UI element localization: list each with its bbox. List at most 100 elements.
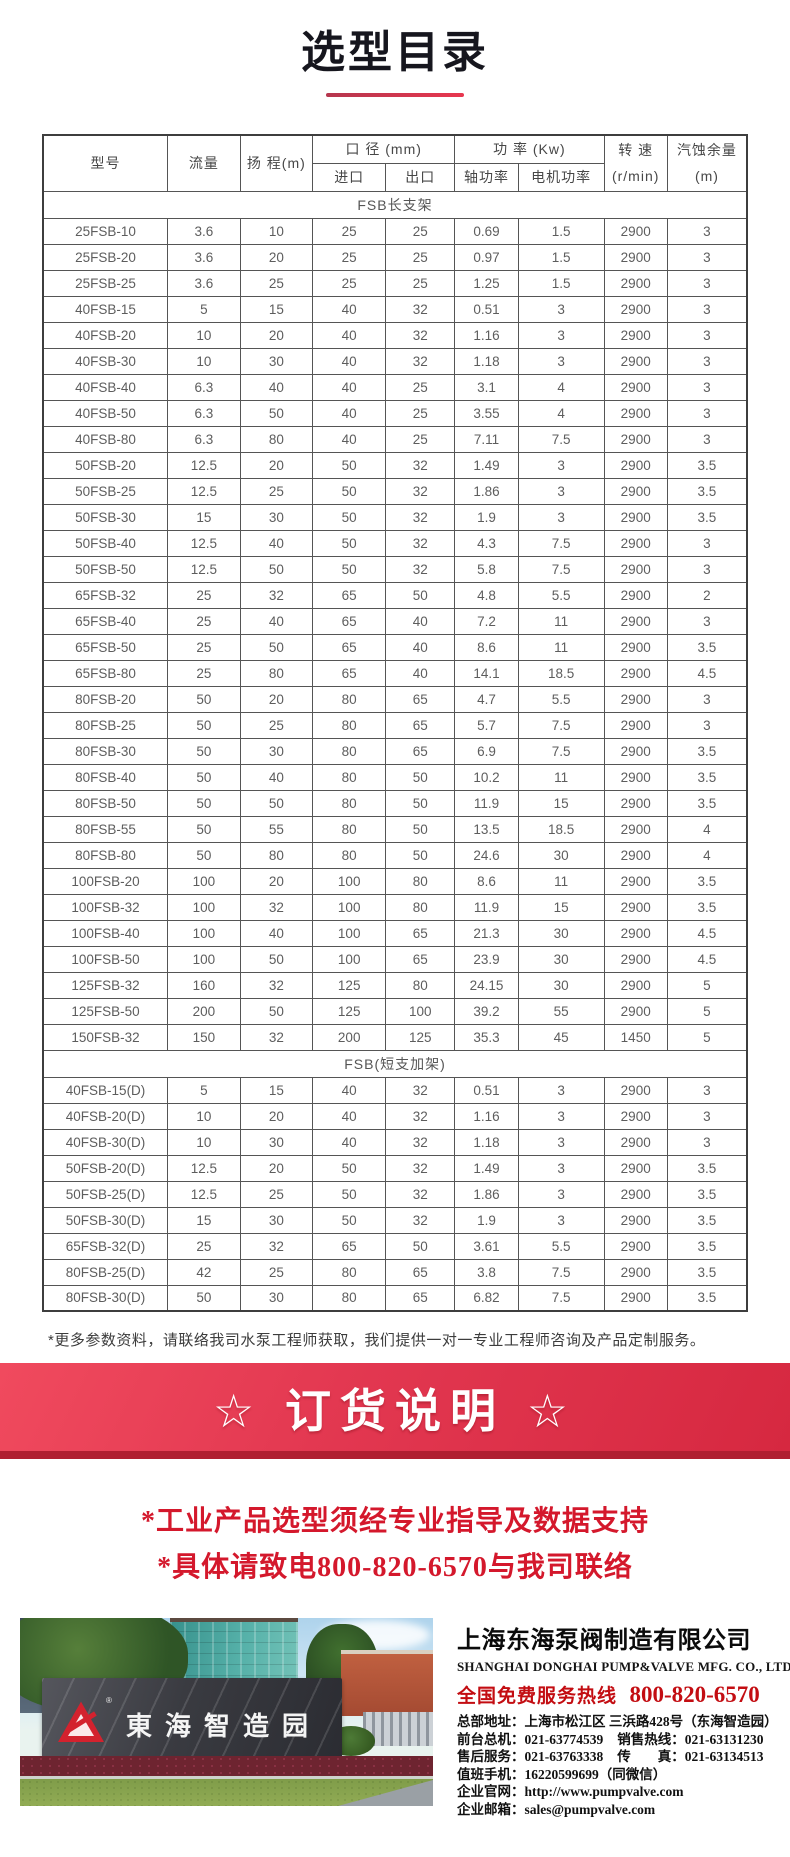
- table-cell: 50: [239, 555, 314, 583]
- contact-label: 值班手机：: [457, 1766, 525, 1782]
- table-cell: 5.5: [517, 1232, 605, 1260]
- col-header-outlet: 出口: [385, 162, 456, 192]
- table-body: FSB长支架 25FSB-10 3.6 10 25 25 0.69 1.5 2900 3 25FSB…: [42, 190, 748, 1312]
- table-cell: 80: [312, 763, 387, 791]
- table-cell: 30: [239, 737, 314, 765]
- table-cell: 2900: [603, 789, 668, 817]
- table-cell: 3: [666, 425, 748, 453]
- table-cell: 2900: [603, 997, 668, 1025]
- table-cell: 3: [666, 685, 748, 713]
- selection-notes: *工业产品选型须经专业指导及数据支持 *具体请致电800-820-6570与我司…: [0, 1499, 790, 1591]
- table-row: 40FSB-20 10 20 40 32 1.16 3 2900 3: [42, 321, 748, 349]
- table-cell: 11: [517, 607, 605, 635]
- table-cell: 30: [239, 347, 314, 375]
- table-cell: 50: [239, 789, 314, 817]
- table-cell: 30: [517, 841, 605, 869]
- table-row: 100FSB-50 100 50 100 65 23.9 30 2900 4.5: [42, 945, 748, 973]
- table-cell: 30: [517, 919, 605, 947]
- table-cell: 50: [167, 763, 241, 791]
- table-cell: 50: [385, 763, 456, 791]
- table-cell: 80FSB-55: [42, 815, 169, 843]
- table-cell: 25: [239, 477, 314, 505]
- table-cell: 10.2: [454, 763, 519, 791]
- table-cell: 3.5: [666, 1284, 748, 1312]
- table-cell: 80: [312, 1284, 387, 1312]
- table-cell: 2900: [603, 1076, 668, 1104]
- table-cell: 30: [239, 1206, 314, 1234]
- table-cell: 2900: [603, 1180, 668, 1208]
- table-cell: 1.49: [454, 451, 519, 479]
- table-cell: 32: [385, 555, 456, 583]
- table-cell: 24.6: [454, 841, 519, 869]
- table-cell: 25: [385, 425, 456, 453]
- table-cell: 160: [167, 971, 241, 999]
- table-cell: 1.16: [454, 321, 519, 349]
- table-cell: 3.5: [666, 737, 748, 765]
- contact-pair: 总部地址：上海市松江区 三浜路428号（东海智造园）: [457, 1714, 778, 1729]
- table-row: 40FSB-20(D) 10 20 40 32 1.16 3 2900 3: [42, 1102, 748, 1130]
- table-cell: 3: [517, 1128, 605, 1156]
- table-cell: 32: [239, 581, 314, 609]
- note-line: *工业产品选型须经专业指导及数据支持: [140, 1506, 649, 1537]
- table-cell: 7.5: [517, 1284, 605, 1312]
- table-cell: 50: [312, 1154, 387, 1182]
- table-cell: 25: [385, 243, 456, 271]
- table-cell: 50: [385, 1232, 456, 1260]
- contact-list: 总部地址：上海市松江区 三浜路428号（东海智造园） 前台总机：021-63774…: [457, 1713, 790, 1819]
- contact-value: sales@pumpvalve.com: [524, 1801, 656, 1817]
- table-cell: 4: [517, 373, 605, 401]
- table-cell: 2900: [603, 1128, 668, 1156]
- table-cell: 3.5: [666, 893, 748, 921]
- table-cell: 35.3: [454, 1023, 519, 1051]
- table-row: 100FSB-20 100 20 100 80 8.6 11 2900 3.5: [42, 867, 748, 895]
- table-cell: 1.5: [517, 243, 605, 271]
- table-cell: 25: [312, 243, 387, 271]
- table-cell: 1.16: [454, 1102, 519, 1130]
- table-cell: 50: [167, 815, 241, 843]
- table-cell: 2900: [603, 347, 668, 375]
- table-cell: 20: [239, 867, 314, 895]
- table-cell: 32: [239, 971, 314, 999]
- table-cell: 65FSB-50: [42, 633, 169, 661]
- table-row: 40FSB-30 10 30 40 32 1.18 3 2900 3: [42, 347, 748, 375]
- table-cell: 65: [312, 659, 387, 687]
- contact-pair: 企业邮箱：sales@pumpvalve.com: [457, 1802, 655, 1817]
- contact-label: 前台总机：: [457, 1731, 525, 1747]
- table-cell: 50: [167, 789, 241, 817]
- table-cell: 23.9: [454, 945, 519, 973]
- table-row: 50FSB-20 12.5 20 50 32 1.49 3 2900 3.5: [42, 451, 748, 479]
- table-cell: 5: [666, 971, 748, 999]
- table-row: 25FSB-10 3.6 10 25 25 0.69 1.5 2900 3: [42, 217, 748, 245]
- table-cell: 4.5: [666, 659, 748, 687]
- table-cell: 15: [517, 893, 605, 921]
- table-cell: 80FSB-25(D): [42, 1258, 169, 1286]
- table-cell: 32: [385, 477, 456, 505]
- table-cell: 3: [666, 347, 748, 375]
- table-cell: 3: [666, 321, 748, 349]
- table-cell: 2900: [603, 581, 668, 609]
- table-cell: 50: [167, 737, 241, 765]
- table-cell: 40FSB-80: [42, 425, 169, 453]
- table-cell: 3: [517, 1154, 605, 1182]
- table-cell: 125: [385, 1023, 456, 1051]
- table-cell: 25: [312, 269, 387, 297]
- table-row: 40FSB-50 6.3 50 40 25 3.55 4 2900 3: [42, 399, 748, 427]
- company-name-en: SHANGHAI DONGHAI PUMP&VALVE MFG. CO., LT…: [457, 1659, 790, 1674]
- table-cell: 80: [385, 893, 456, 921]
- table-cell: 150: [167, 1023, 241, 1051]
- table-cell: 3.5: [666, 1180, 748, 1208]
- table-cell: 3.5: [666, 477, 748, 505]
- table-cell: 2900: [603, 451, 668, 479]
- table-cell: 6.3: [167, 399, 241, 427]
- contact-label: 企业邮箱：: [457, 1801, 525, 1817]
- table-cell: 125: [312, 997, 387, 1025]
- contact-line: 值班手机：16220599699（同微信）: [457, 1766, 790, 1784]
- table-cell: 45: [517, 1023, 605, 1051]
- col-header-inlet: 进口: [312, 162, 387, 192]
- table-cell: 6.9: [454, 737, 519, 765]
- table-row: 40FSB-15(D) 5 15 40 32 0.51 3 2900 3: [42, 1076, 748, 1104]
- table-row: 80FSB-25(D) 42 25 80 65 3.8 7.5 2900 3.5: [42, 1258, 748, 1286]
- table-cell: 40FSB-30: [42, 347, 169, 375]
- table-row: 100FSB-32 100 32 100 80 11.9 15 2900 3.5: [42, 893, 748, 921]
- table-cell: 3: [666, 529, 748, 557]
